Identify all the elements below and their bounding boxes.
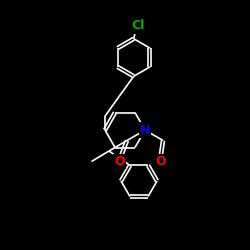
Text: O: O xyxy=(114,155,125,168)
Text: O: O xyxy=(155,155,166,168)
Text: N: N xyxy=(140,124,150,136)
Text: Cl: Cl xyxy=(131,19,144,32)
